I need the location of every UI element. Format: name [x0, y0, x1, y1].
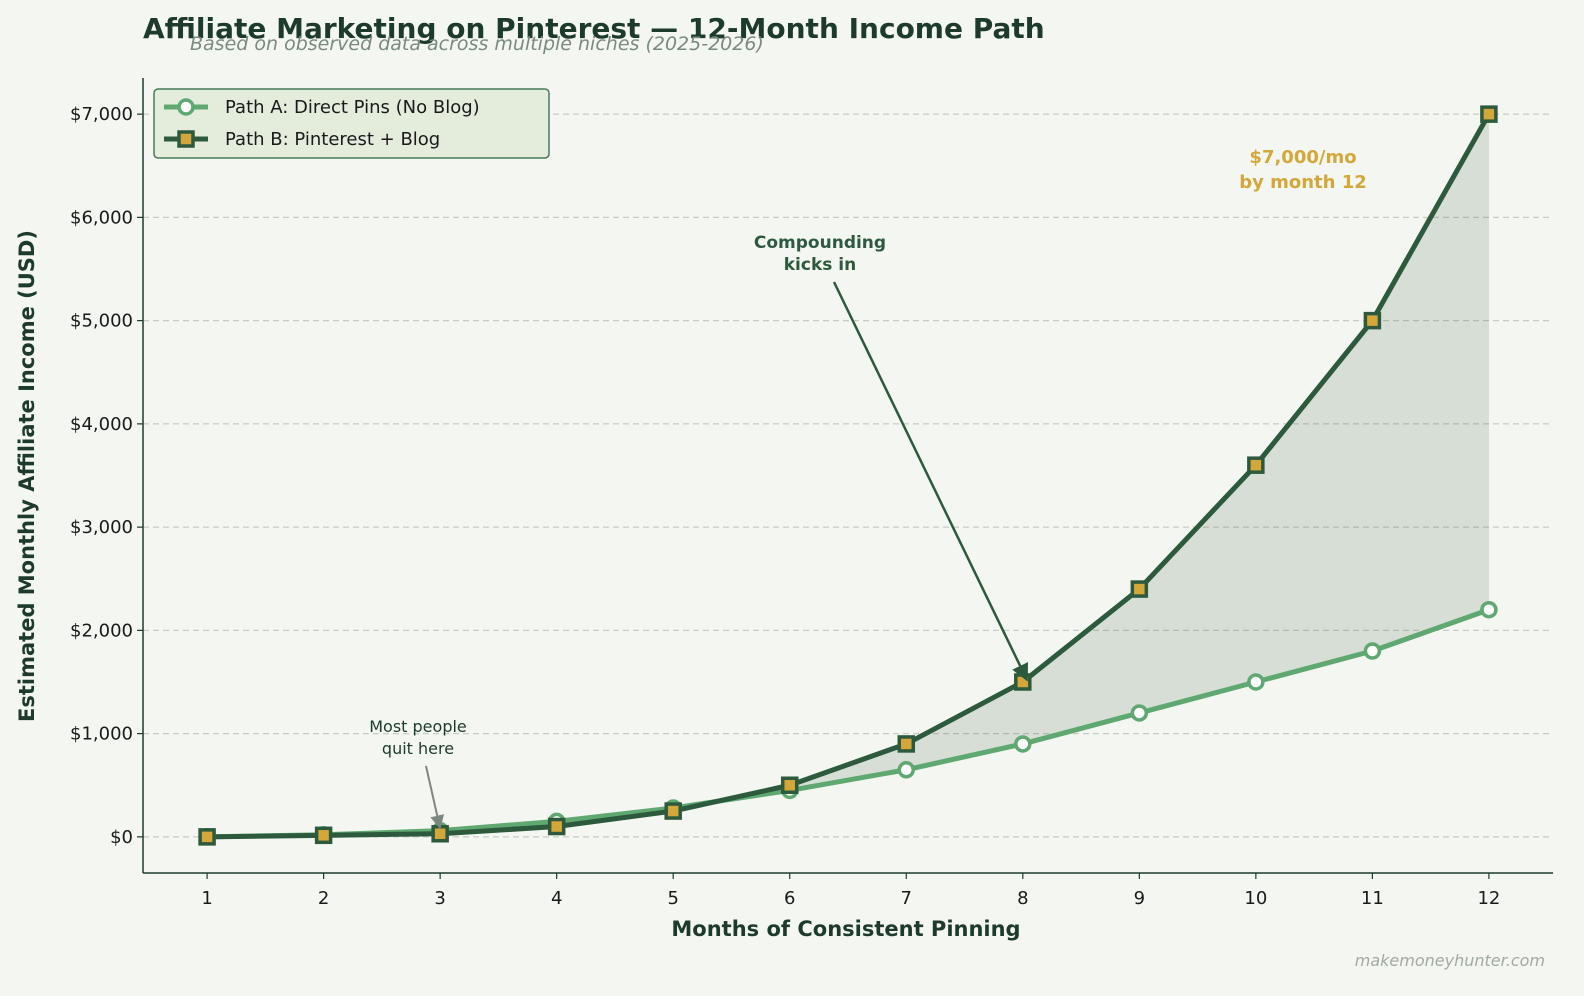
- y-tick-label: $3,000: [70, 517, 133, 538]
- annotation-highlight-line1: $7,000/mo: [1249, 147, 1356, 168]
- point-path-a: [1363, 642, 1382, 660]
- y-tick-label: $5,000: [70, 311, 133, 332]
- legend-marker-a: [177, 98, 195, 116]
- x-tick-label: 4: [551, 888, 562, 909]
- y-tick-label: $7,000: [70, 104, 133, 125]
- x-tick-label: 9: [1134, 888, 1145, 909]
- annotation-compounding: Compounding kicks in: [754, 233, 1029, 682]
- watermark: makemoneyhunter.com: [1355, 951, 1545, 970]
- fill-between-area: [207, 114, 1489, 837]
- series-line-path-b: [207, 112, 1492, 840]
- annotation-highlight: $7,000/mo by month 12: [1239, 147, 1367, 193]
- point-path-b: [1480, 105, 1498, 123]
- point-path-a: [1130, 704, 1149, 722]
- annotation-quit: Most people quit here: [369, 717, 467, 830]
- x-tick-label: 10: [1244, 888, 1267, 909]
- annotation-quit-line2: quit here: [382, 739, 454, 758]
- point-path-b: [897, 735, 916, 753]
- point-path-b: [1247, 456, 1265, 474]
- point-path-a: [897, 761, 916, 779]
- point-path-b: [1363, 311, 1382, 330]
- point-path-b: [1014, 673, 1032, 691]
- y-tick-label: $2,000: [70, 620, 133, 641]
- chart-title: Affiliate Marketing on Pinterest — 12-Mo…: [143, 12, 1045, 45]
- annotation-highlight-line2: by month 12: [1239, 172, 1367, 193]
- legend-label-a: Path A: Direct Pins (No Blog): [225, 97, 480, 118]
- point-path-b: [780, 776, 799, 794]
- annotation-compounding-line1: Compounding: [754, 233, 886, 253]
- point-path-b: [431, 825, 449, 843]
- x-tick-label: 6: [784, 888, 795, 909]
- y-axis-label: Estimated Monthly Affiliate Income (USD): [15, 230, 39, 722]
- annotation-compounding-line2: kicks in: [784, 255, 856, 275]
- point-path-b: [664, 802, 682, 820]
- legend-label-b: Path B: Pinterest + Blog: [225, 129, 440, 150]
- annotation-quit-arrow: [425, 765, 445, 830]
- point-path-b: [1130, 580, 1149, 598]
- x-tick-label: 11: [1361, 888, 1384, 909]
- chart-subtitle: Based on observed data across multiple n…: [190, 33, 764, 55]
- x-tick-label: 5: [667, 888, 678, 909]
- y-tick-label: $0: [110, 827, 133, 848]
- y-tick-label: $4,000: [70, 414, 133, 435]
- point-path-b: [314, 826, 333, 845]
- y-tick-label: $6,000: [70, 207, 133, 228]
- x-tick-label: 3: [434, 888, 445, 909]
- point-path-a: [1480, 600, 1498, 619]
- point-path-b: [198, 828, 216, 846]
- point-path-a: [1014, 735, 1032, 753]
- y-tick-label: $1,000: [70, 724, 133, 745]
- x-axis-label: Months of Consistent Pinning: [671, 917, 1020, 941]
- series-line-path-a: [207, 607, 1490, 840]
- point-path-a: [1247, 673, 1265, 691]
- point-path-b: [547, 817, 566, 836]
- fill-between-polygon: [207, 114, 1489, 837]
- x-tick-label: 2: [318, 888, 329, 909]
- legend: Path A: Direct Pins (No Blog) Path B: Pi…: [153, 88, 550, 159]
- legend-marker-b: [177, 130, 195, 148]
- annotation-compounding-arrow: [832, 281, 1029, 682]
- y-ticks: $0 $1,000 $2,000 $3,000 $4,000 $5,000 $6,000 $7…: [70, 104, 143, 848]
- series-layer: [198, 105, 1498, 846]
- x-tick-label: 7: [901, 888, 912, 909]
- annotation-quit-line1: Most people: [369, 717, 467, 736]
- x-tick-label: 12: [1477, 888, 1500, 909]
- x-tick-label: 8: [1017, 888, 1028, 909]
- x-tick-label: 1: [201, 888, 212, 909]
- legend-box: [153, 88, 550, 159]
- x-ticks: 1 2 3 4 5 6 7 8 9 10 11 12: [201, 873, 1500, 909]
